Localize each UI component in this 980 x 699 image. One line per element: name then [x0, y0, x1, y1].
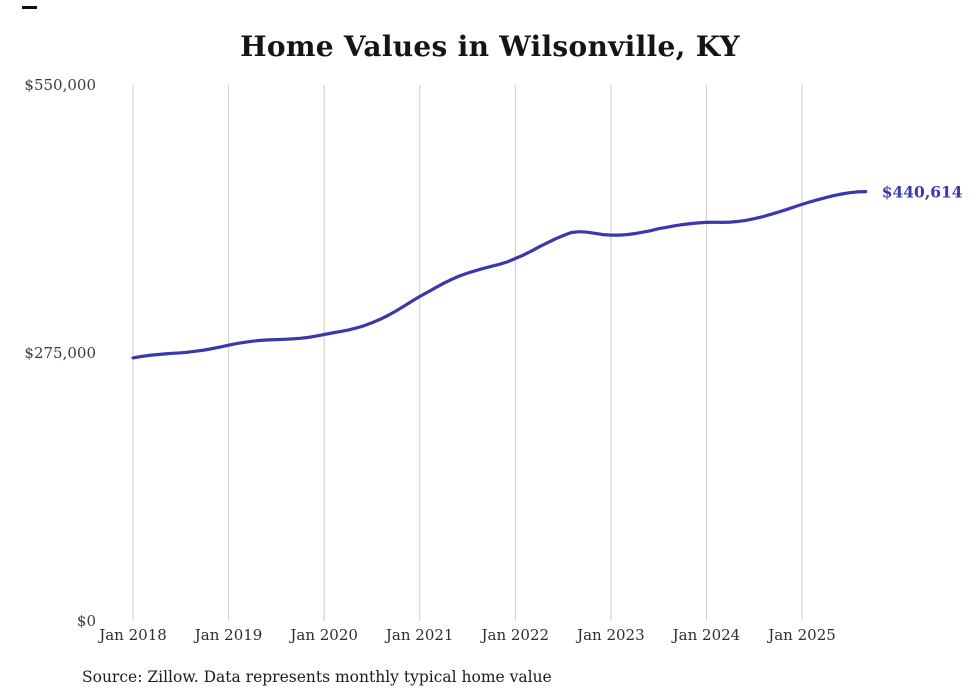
home-value-line: [131, 190, 868, 360]
latest-value-label: $440,614: [881, 182, 963, 202]
top-left-dash-mark: [22, 6, 37, 9]
source-note: Source: Zillow. Data represents monthly …: [82, 668, 552, 686]
chart-title: Home Values in Wilsonville, KY: [240, 30, 740, 63]
